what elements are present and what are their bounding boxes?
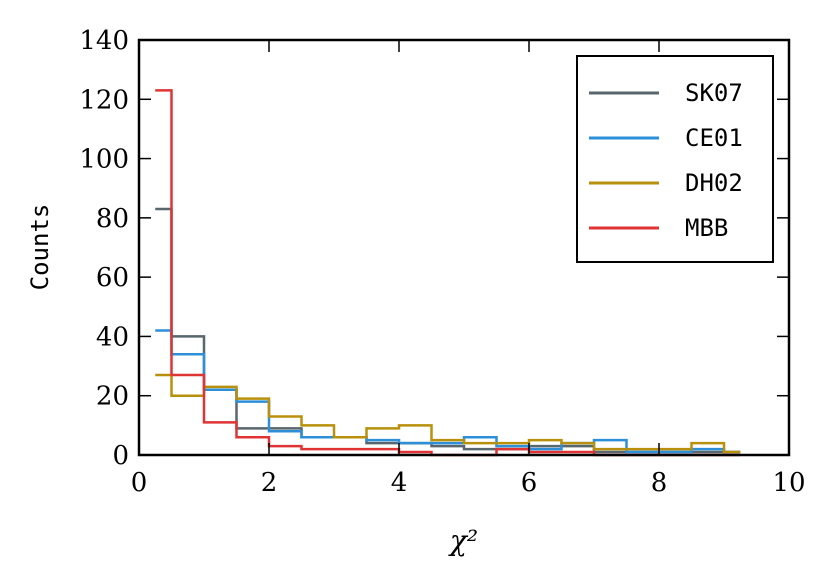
y-tick-label: 120 xyxy=(79,85,129,115)
series-line-ce01 xyxy=(155,329,741,454)
x-tick-label: 8 xyxy=(651,468,668,498)
y-tick-label: 40 xyxy=(96,322,129,352)
x-tick-label: 6 xyxy=(521,468,538,498)
plot-frame xyxy=(137,38,791,457)
y-tick-label: 20 xyxy=(96,382,129,412)
x-axis-label: χ² xyxy=(448,524,478,557)
legend-label-ce01: CE01 xyxy=(685,124,743,152)
series-line-dh02 xyxy=(155,373,741,454)
legend-label-dh02: DH02 xyxy=(685,169,743,197)
legend-box xyxy=(576,55,774,263)
y-tick-label: 60 xyxy=(96,263,129,293)
x-tick-label: 2 xyxy=(261,468,278,498)
x-tick-label: 4 xyxy=(391,468,408,498)
y-tick-label: 0 xyxy=(112,441,129,471)
legend-label-mbb: MBB xyxy=(685,214,728,242)
x-tick-label: 0 xyxy=(131,468,148,498)
y-tick-label: 140 xyxy=(79,26,129,56)
legend: SK07 CE01 DH02 MBB xyxy=(576,55,774,263)
legend-label-sk07: SK07 xyxy=(685,79,743,107)
y-axis-label: Counts xyxy=(26,204,54,291)
y-tick-label: 80 xyxy=(96,204,129,234)
y-tick-label: 100 xyxy=(79,145,129,175)
x-tick-label: 10 xyxy=(772,468,805,498)
